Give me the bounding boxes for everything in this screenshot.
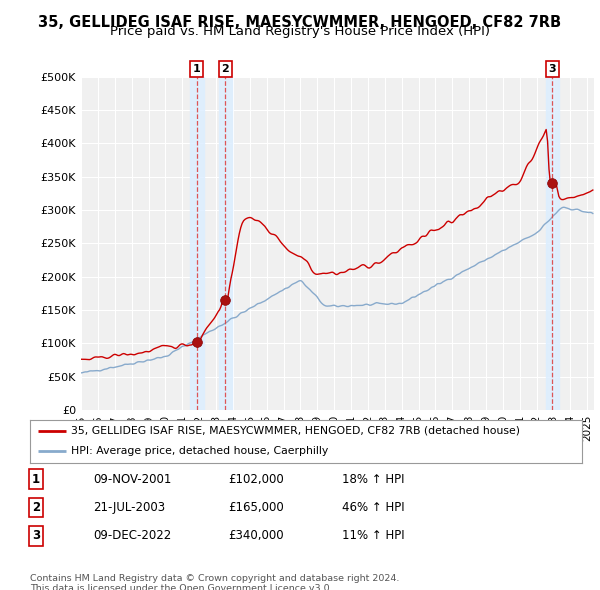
Text: Contains HM Land Registry data © Crown copyright and database right 2024.
This d: Contains HM Land Registry data © Crown c… <box>30 574 400 590</box>
Text: 09-DEC-2022: 09-DEC-2022 <box>93 529 171 542</box>
Bar <box>218 77 232 410</box>
Text: 1: 1 <box>32 473 40 486</box>
Bar <box>546 77 559 410</box>
Bar <box>190 77 203 410</box>
Text: 3: 3 <box>548 64 556 74</box>
Text: 11% ↑ HPI: 11% ↑ HPI <box>342 529 404 542</box>
Text: 35, GELLIDEG ISAF RISE, MAESYCWMMER, HENGOED, CF82 7RB (detached house): 35, GELLIDEG ISAF RISE, MAESYCWMMER, HEN… <box>71 426 520 436</box>
Text: 21-JUL-2003: 21-JUL-2003 <box>93 501 165 514</box>
Text: £165,000: £165,000 <box>228 501 284 514</box>
Text: £340,000: £340,000 <box>228 529 284 542</box>
Text: 1: 1 <box>193 64 200 74</box>
Text: 46% ↑ HPI: 46% ↑ HPI <box>342 501 404 514</box>
Text: 18% ↑ HPI: 18% ↑ HPI <box>342 473 404 486</box>
Text: 09-NOV-2001: 09-NOV-2001 <box>93 473 172 486</box>
Text: 35, GELLIDEG ISAF RISE, MAESYCWMMER, HENGOED, CF82 7RB: 35, GELLIDEG ISAF RISE, MAESYCWMMER, HEN… <box>38 15 562 30</box>
Text: £102,000: £102,000 <box>228 473 284 486</box>
Text: 2: 2 <box>221 64 229 74</box>
Text: Price paid vs. HM Land Registry's House Price Index (HPI): Price paid vs. HM Land Registry's House … <box>110 25 490 38</box>
Text: 3: 3 <box>32 529 40 542</box>
Text: HPI: Average price, detached house, Caerphilly: HPI: Average price, detached house, Caer… <box>71 446 329 456</box>
Text: 2: 2 <box>32 501 40 514</box>
